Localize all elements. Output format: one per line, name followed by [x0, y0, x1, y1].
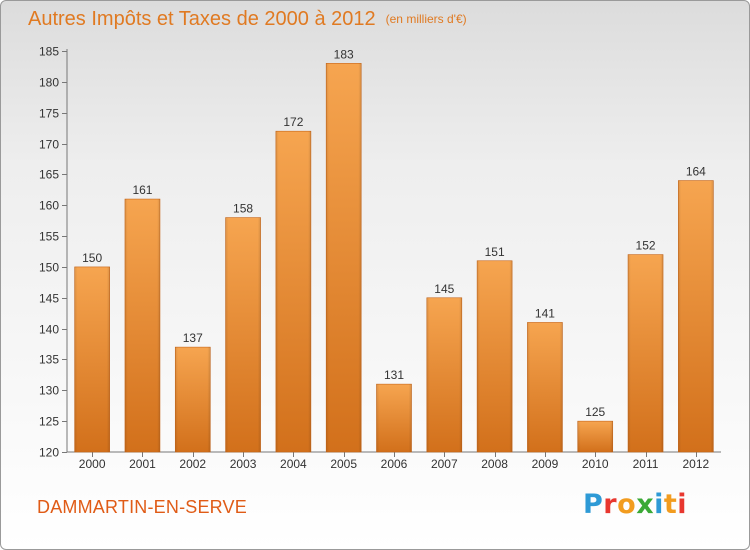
chart-title-text: Autres Impôts et Taxes de 2000 à 2012 [28, 8, 376, 30]
x-tick-label: 2009 [532, 457, 559, 471]
x-tick-label: 2006 [381, 457, 408, 471]
logo-letter: x [636, 489, 655, 520]
bar-shade-2011 [628, 254, 664, 452]
y-tick-label: 155 [39, 230, 59, 244]
value-label: 151 [485, 245, 505, 259]
x-tick-label: 2001 [129, 457, 156, 471]
value-label: 125 [585, 405, 605, 419]
x-tick-label: 2002 [179, 457, 206, 471]
x-tick-label: 2003 [230, 457, 257, 471]
value-label: 131 [384, 368, 404, 382]
commune-name: DAMMARTIN-EN-SERVE [37, 497, 247, 517]
logo-letter: t [663, 489, 678, 520]
value-label: 150 [82, 251, 102, 265]
y-tick-label: 180 [39, 76, 59, 90]
y-tick-label: 145 [39, 292, 59, 306]
value-label: 141 [535, 306, 555, 320]
value-label: 152 [636, 239, 656, 253]
x-tick-label: 2004 [280, 457, 307, 471]
chart-title: Autres Impôts et Taxes de 2000 à 2012 (en… [28, 8, 467, 31]
bar-shade-2004 [275, 131, 311, 452]
bar-shade-2007 [426, 297, 462, 452]
proxiti-logo: Proxiti [583, 489, 687, 520]
value-label: 164 [686, 165, 706, 179]
value-label: 172 [283, 115, 303, 129]
logo-letter: P [583, 489, 604, 520]
logo-letter: o [617, 489, 637, 520]
y-tick-label: 185 [39, 45, 59, 59]
bar-shade-2006 [376, 384, 412, 452]
chart-unit: (en milliers d'€) [385, 12, 467, 26]
y-tick-label: 120 [39, 446, 59, 460]
bar-shade-2001 [124, 199, 160, 452]
x-tick-label: 2011 [633, 457, 659, 471]
x-tick-label: 2010 [582, 457, 609, 471]
x-tick-label: 2008 [481, 457, 508, 471]
bar-shade-2009 [527, 322, 563, 452]
y-tick-label: 130 [39, 384, 59, 398]
value-label: 145 [434, 282, 454, 296]
x-tick-label: 2007 [431, 457, 458, 471]
y-tick-label: 150 [39, 261, 59, 275]
value-label: 137 [183, 331, 203, 345]
value-label: 183 [334, 47, 354, 61]
value-labels: 150 161 137 158 172 183 131 145 151 141 125 152 164 [82, 47, 706, 419]
y-tick-label: 170 [39, 138, 59, 152]
y-tick-label: 140 [39, 323, 59, 337]
y-tick-label: 125 [39, 415, 59, 429]
value-label: 161 [132, 183, 152, 197]
bar-shade-2008 [477, 260, 513, 452]
logo-letter: i [654, 489, 664, 520]
value-label: 158 [233, 202, 253, 216]
bar-shade-2002 [175, 347, 211, 452]
bar-shade-2003 [225, 217, 261, 452]
y-tick-label: 165 [39, 168, 59, 182]
x-tick-label: 2012 [682, 457, 709, 471]
x-tick-label: 2005 [330, 457, 357, 471]
logo-letter: i [677, 489, 688, 520]
bar-shade-2010 [577, 421, 613, 452]
y-tick-label: 135 [39, 353, 59, 367]
y-tick-label: 160 [39, 199, 59, 213]
bar-shade-2012 [678, 180, 714, 453]
bars [74, 63, 714, 453]
x-tick-label: 2000 [79, 457, 106, 471]
y-tick-label: 175 [39, 107, 59, 121]
bar-shade-2005 [326, 63, 362, 452]
bar-shade-2000 [74, 266, 110, 452]
logo-letter: r [603, 489, 618, 520]
